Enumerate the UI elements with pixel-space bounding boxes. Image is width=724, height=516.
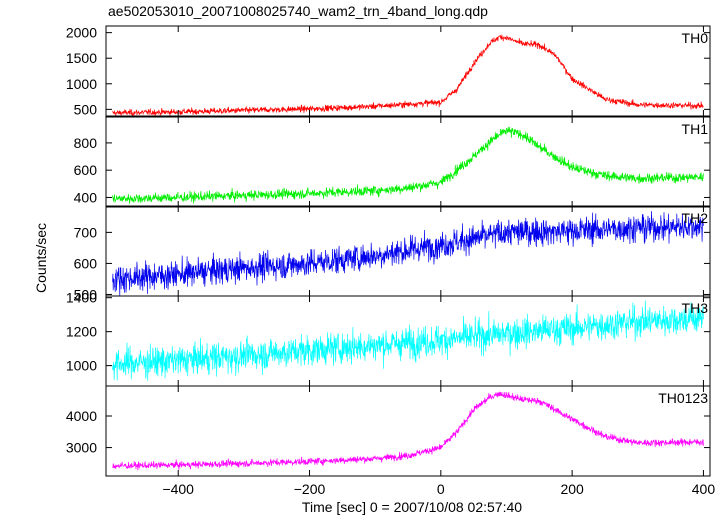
y-tick-label: 2000	[66, 25, 97, 41]
panel-th3: 1000 1200 1400 TH3	[66, 290, 711, 387]
y-tick-label: 1500	[66, 50, 97, 66]
series-line-th2	[112, 211, 704, 297]
series-line-th0123	[112, 391, 704, 471]
series-label-th0: TH0	[682, 30, 709, 46]
y-tick-label: 1000	[66, 358, 97, 374]
panel-th2: 500 600 700 TH2	[74, 205, 711, 302]
series-label-th1: TH1	[682, 121, 709, 137]
x-tick-label: −200	[294, 481, 326, 497]
x-tick-label: 400	[692, 481, 716, 497]
y-tick-label: 3000	[66, 440, 97, 456]
y-tick-label: 1000	[66, 76, 97, 92]
y-tick-label: 500	[74, 286, 98, 302]
x-tick-labels: −400 −200 0 200 400	[162, 481, 715, 497]
x-tick-label: 0	[437, 481, 445, 497]
y-tick-label: 4000	[66, 408, 97, 424]
y-tick-label: 1400	[66, 290, 97, 306]
panel-th1: 400 600 800 TH1	[74, 116, 711, 208]
series-label-th2: TH2	[682, 210, 709, 226]
y-tick-label: 600	[74, 162, 98, 178]
panels-group: 500 1000 1500 2000 TH0 400 600 800 TH1 500 600 700 T…	[66, 25, 711, 477]
panel-frame	[105, 385, 711, 477]
y-tick-label: 500	[74, 101, 98, 117]
y-tick-label: 800	[74, 135, 98, 151]
y-tick-label: 700	[74, 224, 98, 240]
series-line-th0	[112, 34, 704, 117]
series-line-th3	[112, 300, 704, 381]
y-tick-label: 1200	[66, 324, 97, 340]
panel-frame	[105, 25, 711, 117]
y-tick-label: 600	[74, 255, 98, 271]
panel-frame	[105, 205, 711, 297]
series-label-th0123: TH0123	[658, 390, 708, 406]
y-axis-label: Counts/sec	[33, 223, 49, 293]
y-tick-label: 400	[74, 189, 98, 205]
chart-title: ae502053010_20071008025740_wam2_trn_4ban…	[108, 3, 488, 19]
panel-frame	[105, 116, 711, 208]
x-tick-label: 200	[560, 481, 584, 497]
panel-th0123: 3000 4000 TH0123	[66, 385, 711, 477]
series-line-th1	[112, 126, 704, 204]
x-axis-label: Time [sec] 0 = 2007/10/08 02:57:40	[302, 499, 522, 515]
x-tick-label: −400	[162, 481, 194, 497]
series-label-th3: TH3	[682, 300, 709, 316]
panel-th0: 500 1000 1500 2000 TH0	[66, 25, 711, 117]
